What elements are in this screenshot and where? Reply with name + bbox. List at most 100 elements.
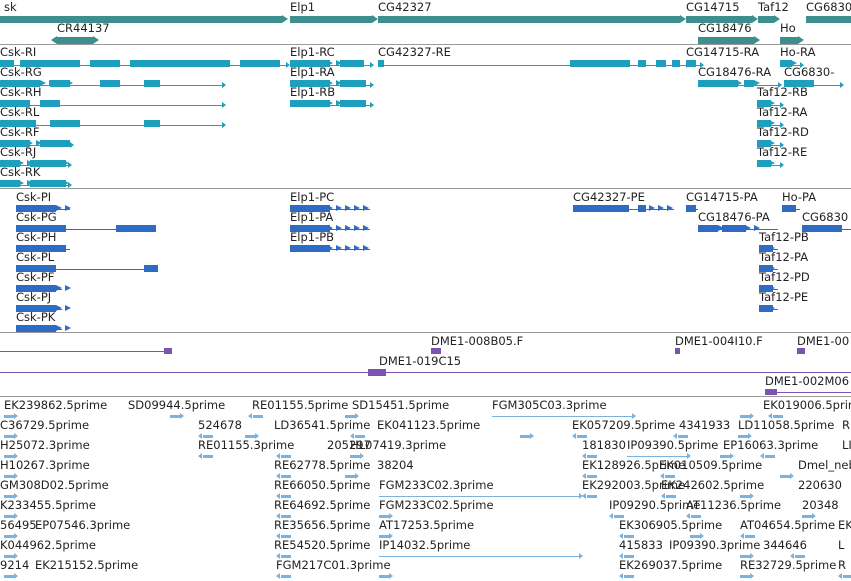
csk-rl-exon[interactable] [0,120,36,127]
est-line[interactable] [379,556,579,557]
est-line[interactable] [492,416,632,417]
est-label-fgm305c03-3prime[interactable]: FGM305C03.3prime [492,398,607,412]
taf12-pb-cds[interactable] [759,245,773,252]
est-label-sd15451-5prime[interactable]: SD15451.5prime [352,398,450,412]
est-feature[interactable] [379,575,389,578]
est-feature[interactable] [379,535,389,538]
cg42327-gene-bar[interactable] [378,16,680,23]
gene-label-cg6830[interactable]: CG6830 [806,0,851,14]
clone-line[interactable] [0,351,172,352]
est-label-re62778-5prime[interactable]: RE62778.5prime [274,458,371,472]
cg42327-re-exon[interactable] [656,60,666,67]
est-feature[interactable] [281,495,291,498]
exon-chevrons[interactable] [760,120,780,127]
exon-chevrons[interactable] [760,160,780,167]
exon-chevrons[interactable] [40,80,80,87]
exon-chevrons[interactable] [300,60,360,67]
est-label-ep16063-3prime[interactable]: EP16063.3prime [723,438,819,452]
gene-label-ho[interactable]: Ho [780,21,796,35]
cg18476-pa-cds[interactable] [698,225,718,232]
est-feature[interactable] [520,435,530,438]
transcript-label-csk-rh[interactable]: Csk-RH [0,85,42,99]
cg18476-pa-cds[interactable] [722,225,746,232]
est-label-l[interactable]: L [838,538,845,552]
clone-line[interactable] [0,372,851,373]
est-feature[interactable] [666,495,676,498]
cg14715-gene-bar[interactable] [686,16,752,23]
taf12-gene-bar[interactable] [758,16,774,23]
est-label-ek057209-5prime[interactable]: EK057209.5prime [572,418,676,432]
protein-label-ho-pa[interactable]: Ho-PA [782,190,817,204]
est-feature[interactable] [345,475,355,478]
est-label-re01155-5prime[interactable]: RE01155.5prime [252,398,349,412]
gene-label-taf12[interactable]: Taf12 [758,0,789,14]
est-label-ld11058-5prime[interactable]: LD11058.5prime [738,418,835,432]
transcript-label-taf12-rd[interactable]: Taf12-RD [757,125,809,139]
est-label-h25072-3prime[interactable]: H25072.3prime [0,438,90,452]
gene-label-sk[interactable]: sk [4,0,17,14]
transcript-label-cg18476-ra[interactable]: CG18476-RA [698,65,772,79]
est-label-ip09390-5prime[interactable]: IP09390.5prime [627,438,719,452]
cds-chevrons[interactable] [700,225,760,232]
est-feature[interactable] [350,455,360,458]
est-feature[interactable] [624,575,634,578]
gene-label-cg18476[interactable]: CG18476 [698,21,752,35]
est-feature[interactable] [355,435,365,438]
est-feature[interactable] [614,515,624,518]
est-label-ek010509-5prime[interactable]: EK010509.5prime [659,458,763,472]
est-feature[interactable] [624,555,634,558]
protein-label-taf12-pa[interactable]: Taf12-PA [759,250,809,264]
exon-chevrons[interactable] [700,80,760,87]
est-feature[interactable] [740,555,750,558]
exon-chevrons[interactable] [300,100,360,107]
clone-line[interactable] [777,392,851,393]
csk-pl-cds-line[interactable] [16,269,158,270]
est-label-ip09290-5prime[interactable]: IP09290.5prime [609,498,701,512]
cds-chevrons[interactable] [760,265,780,272]
est-label-ek242602-5prime[interactable]: EK242602.5prime [661,478,765,492]
cg42327-re-exon[interactable] [570,60,630,67]
transcript-label-elp1-rb[interactable]: Elp1-RB [290,85,336,99]
csk-ri-exon[interactable] [90,60,120,67]
est-label-sd09944-5prime[interactable]: SD09944.5prime [128,398,226,412]
cr44137-gene-bar[interactable] [57,37,93,44]
est-feature[interactable] [720,455,730,458]
elp1-ra-exon[interactable] [340,80,366,87]
est-label-ld36541-5prime[interactable]: LD36541.5prime [274,418,371,432]
clone-label-dme1-019c15[interactable]: DME1-019C15 [379,354,462,368]
est-label-c36729-5prime[interactable]: C36729.5prime [0,418,90,432]
exon-chevrons[interactable] [782,60,800,67]
taf12-pd-cds[interactable] [759,285,773,292]
est-feature[interactable] [587,475,597,478]
protein-label-cg14715-pa[interactable]: CG14715-PA [686,190,758,204]
taf12-pa-cds[interactable] [759,265,773,272]
est-feature[interactable] [577,435,587,438]
transcript-label-taf12-re[interactable]: Taf12-RE [757,145,808,159]
cg42327-re-exon[interactable] [672,60,680,67]
est-label-ek306905-5prime[interactable]: EK306905.5prime [619,518,723,532]
transcript-label-elp1-ra[interactable]: Elp1-RA [290,65,335,79]
est-label-ek239862-5prime[interactable]: EK239862.5prime [4,398,108,412]
est-label-ek292003-5prime[interactable]: EK292003.5prime [582,478,686,492]
est-label-gm308d02-5prime[interactable]: GM308D02.5prime [0,478,109,492]
est-label-344646[interactable]: 344646 [763,538,807,552]
est-label-dmel-neb[interactable]: Dmel_neb [798,458,851,472]
csk-ph-cds[interactable] [16,245,66,252]
est-label-k044962-5prime[interactable]: K044962.5prime [0,538,96,552]
est-label-524678[interactable]: 524678 [198,418,242,432]
est-feature[interactable] [773,415,783,418]
est-feature[interactable] [4,515,14,518]
est-label-h10267-3prime[interactable]: H10267.3prime [0,458,90,472]
protein-label-taf12-pb[interactable]: Taf12-PB [759,230,809,244]
est-label-r[interactable]: R [842,418,850,432]
est-feature[interactable] [281,455,291,458]
est-label-ep07546-3prime[interactable]: EP07546.3prime [35,518,131,532]
est-label-38204[interactable]: 38204 [377,458,414,472]
est-feature[interactable] [795,555,805,558]
est-feature[interactable] [253,415,263,418]
clone-label-dme1-004i10-f[interactable]: DME1-004I10.F [675,334,763,348]
protein-label-elp1-pa[interactable]: Elp1-PA [290,210,334,224]
est-label-r[interactable]: R [838,558,846,572]
csk-rg-exon[interactable] [144,80,160,87]
